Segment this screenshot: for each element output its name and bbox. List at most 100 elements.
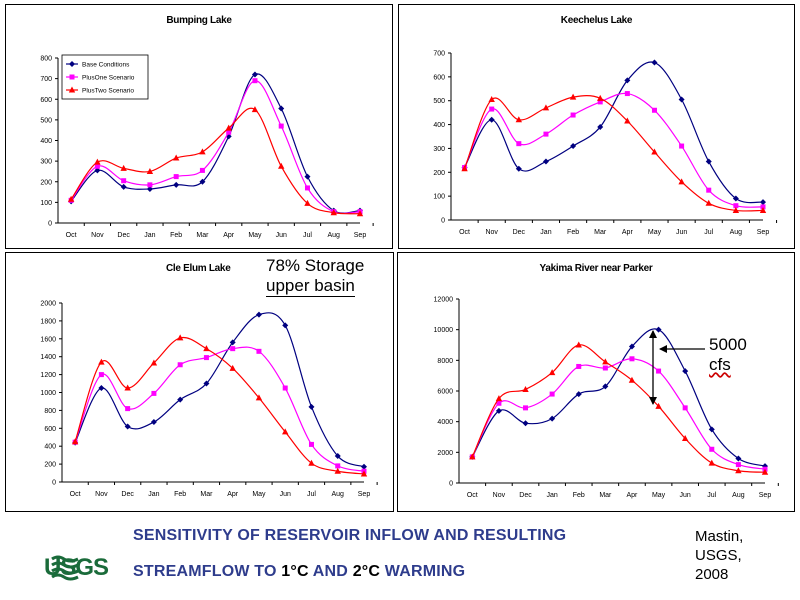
data-point-triangle [651, 148, 658, 155]
data-point-triangle [67, 195, 75, 202]
chart-cle-elum-lake: 0 200 400 600 800 1000 1200 1400 1600 1800 2000 Oct… [40, 301, 378, 498]
x-tick-label: Aug [730, 229, 743, 236]
x-tick-label: Feb [170, 232, 182, 239]
x-tick-label: May [252, 491, 266, 498]
data-point-triangle [308, 459, 315, 466]
data-point-square [576, 363, 582, 369]
attribution-line3: 2008 [695, 566, 729, 583]
data-point-triangle [71, 438, 79, 445]
chart-panel-yakima-river: Yakima River near Parker 0 2000 4000 6000 80… [397, 252, 795, 512]
data-point-diamond [251, 71, 258, 78]
data-point-diamond [732, 195, 739, 202]
data-point-square [733, 203, 739, 209]
x-tick-label: Nov [485, 229, 498, 236]
data-point-diamond [94, 167, 101, 174]
x-tick-label: Nov [493, 492, 506, 499]
y-tick-label: 400 [40, 138, 52, 145]
data-point-diamond [515, 165, 522, 172]
y-tick-label: 1400 [40, 354, 56, 361]
data-point-diamond [177, 396, 184, 403]
data-point-diamond [146, 185, 153, 192]
data-point-square [570, 112, 576, 118]
data-point-triangle [98, 358, 105, 365]
data-point-diamond [628, 343, 635, 350]
data-point-triangle [146, 167, 154, 174]
footer-title-part: AND [308, 563, 353, 580]
x-tick-label: Apr [227, 491, 239, 498]
data-point-triangle [469, 453, 476, 460]
data-point-triangle [68, 86, 76, 93]
legend-label: PlusTwo Scenario [82, 88, 134, 95]
data-point-square [173, 174, 179, 180]
data-point-square [602, 365, 608, 371]
series-line [70, 107, 361, 215]
data-point-square [147, 182, 153, 188]
data-point-diamond [602, 383, 609, 390]
data-point-square [624, 91, 630, 97]
footer-title-1c: 1°C [281, 563, 309, 580]
data-point-diamond [655, 326, 662, 333]
footer-title-line1: SENSITIVITY OF RESERVOIR INFLOW AND RESU… [133, 527, 567, 544]
data-point-triangle [255, 394, 263, 401]
data-point-triangle [124, 384, 131, 391]
x-tick-label: Jan [144, 232, 155, 239]
data-point-diamond [522, 420, 529, 427]
data-point-square [125, 406, 131, 412]
storage-callout-line1: 78% Storage [266, 256, 365, 275]
data-point-diamond [124, 423, 131, 430]
data-point-square [543, 131, 549, 137]
data-point-square [335, 463, 341, 469]
y-tick-label: 0 [48, 221, 52, 228]
series-line [464, 95, 764, 212]
data-point-triangle [708, 459, 715, 466]
data-point-triangle [735, 467, 742, 474]
data-point-square [151, 390, 157, 396]
footer-title-part: WARMING [380, 563, 466, 580]
cfs-callout: 5000 cfs [709, 335, 747, 375]
data-point-square [98, 372, 104, 378]
data-point-triangle [360, 470, 368, 477]
y-tick-label: 8000 [437, 358, 453, 365]
x-tick-label: Mar [599, 492, 612, 499]
y-tick-label: 600 [433, 74, 445, 81]
x-tick-label: Sep [358, 491, 371, 498]
x-tick-label: Aug [328, 232, 341, 239]
data-point-square [252, 78, 258, 84]
chart-title: Keechelus Lake [560, 15, 633, 26]
data-point-triangle [203, 345, 210, 352]
data-point-triangle [542, 104, 550, 111]
y-tick-label: 800 [44, 408, 56, 415]
x-tick-label: Mar [594, 229, 607, 236]
data-point-square [308, 441, 314, 447]
x-tick-label: Dec [121, 491, 134, 498]
data-point-square [278, 123, 284, 129]
data-point-triangle [172, 154, 180, 161]
x-tick-label: Apr [622, 229, 634, 236]
data-point-triangle [655, 402, 662, 409]
y-tick-label: 0 [52, 480, 56, 487]
data-point-triangle [229, 364, 236, 371]
data-point-square [549, 391, 555, 397]
data-point-diamond [705, 158, 712, 165]
data-point-triangle [597, 94, 604, 101]
x-tick-label: Sep [757, 229, 770, 236]
data-point-square [682, 405, 688, 411]
data-point-diamond [549, 415, 556, 422]
x-tick-label: Nov [91, 232, 104, 239]
data-point-triangle [282, 428, 289, 435]
data-point-diamond [334, 453, 341, 460]
data-point-triangle [199, 148, 206, 155]
y-tick-label: 800 [40, 56, 52, 63]
data-point-square [629, 356, 635, 362]
data-point-square [656, 368, 662, 374]
x-tick-label: Aug [332, 491, 345, 498]
data-point-triangle [94, 158, 101, 165]
chart-bumping-lake: 0 100 200 300 400 500 600 700 800 Oct Nov Dec Jan Feb… [40, 54, 374, 239]
data-point-diamond [495, 407, 502, 414]
chart-title: Bumping Lake [166, 15, 232, 26]
data-point-triangle [176, 334, 184, 341]
data-point-square [496, 400, 502, 406]
x-tick-label: Oct [459, 229, 470, 236]
data-point-diamond [120, 183, 127, 190]
data-point-square [199, 167, 205, 173]
